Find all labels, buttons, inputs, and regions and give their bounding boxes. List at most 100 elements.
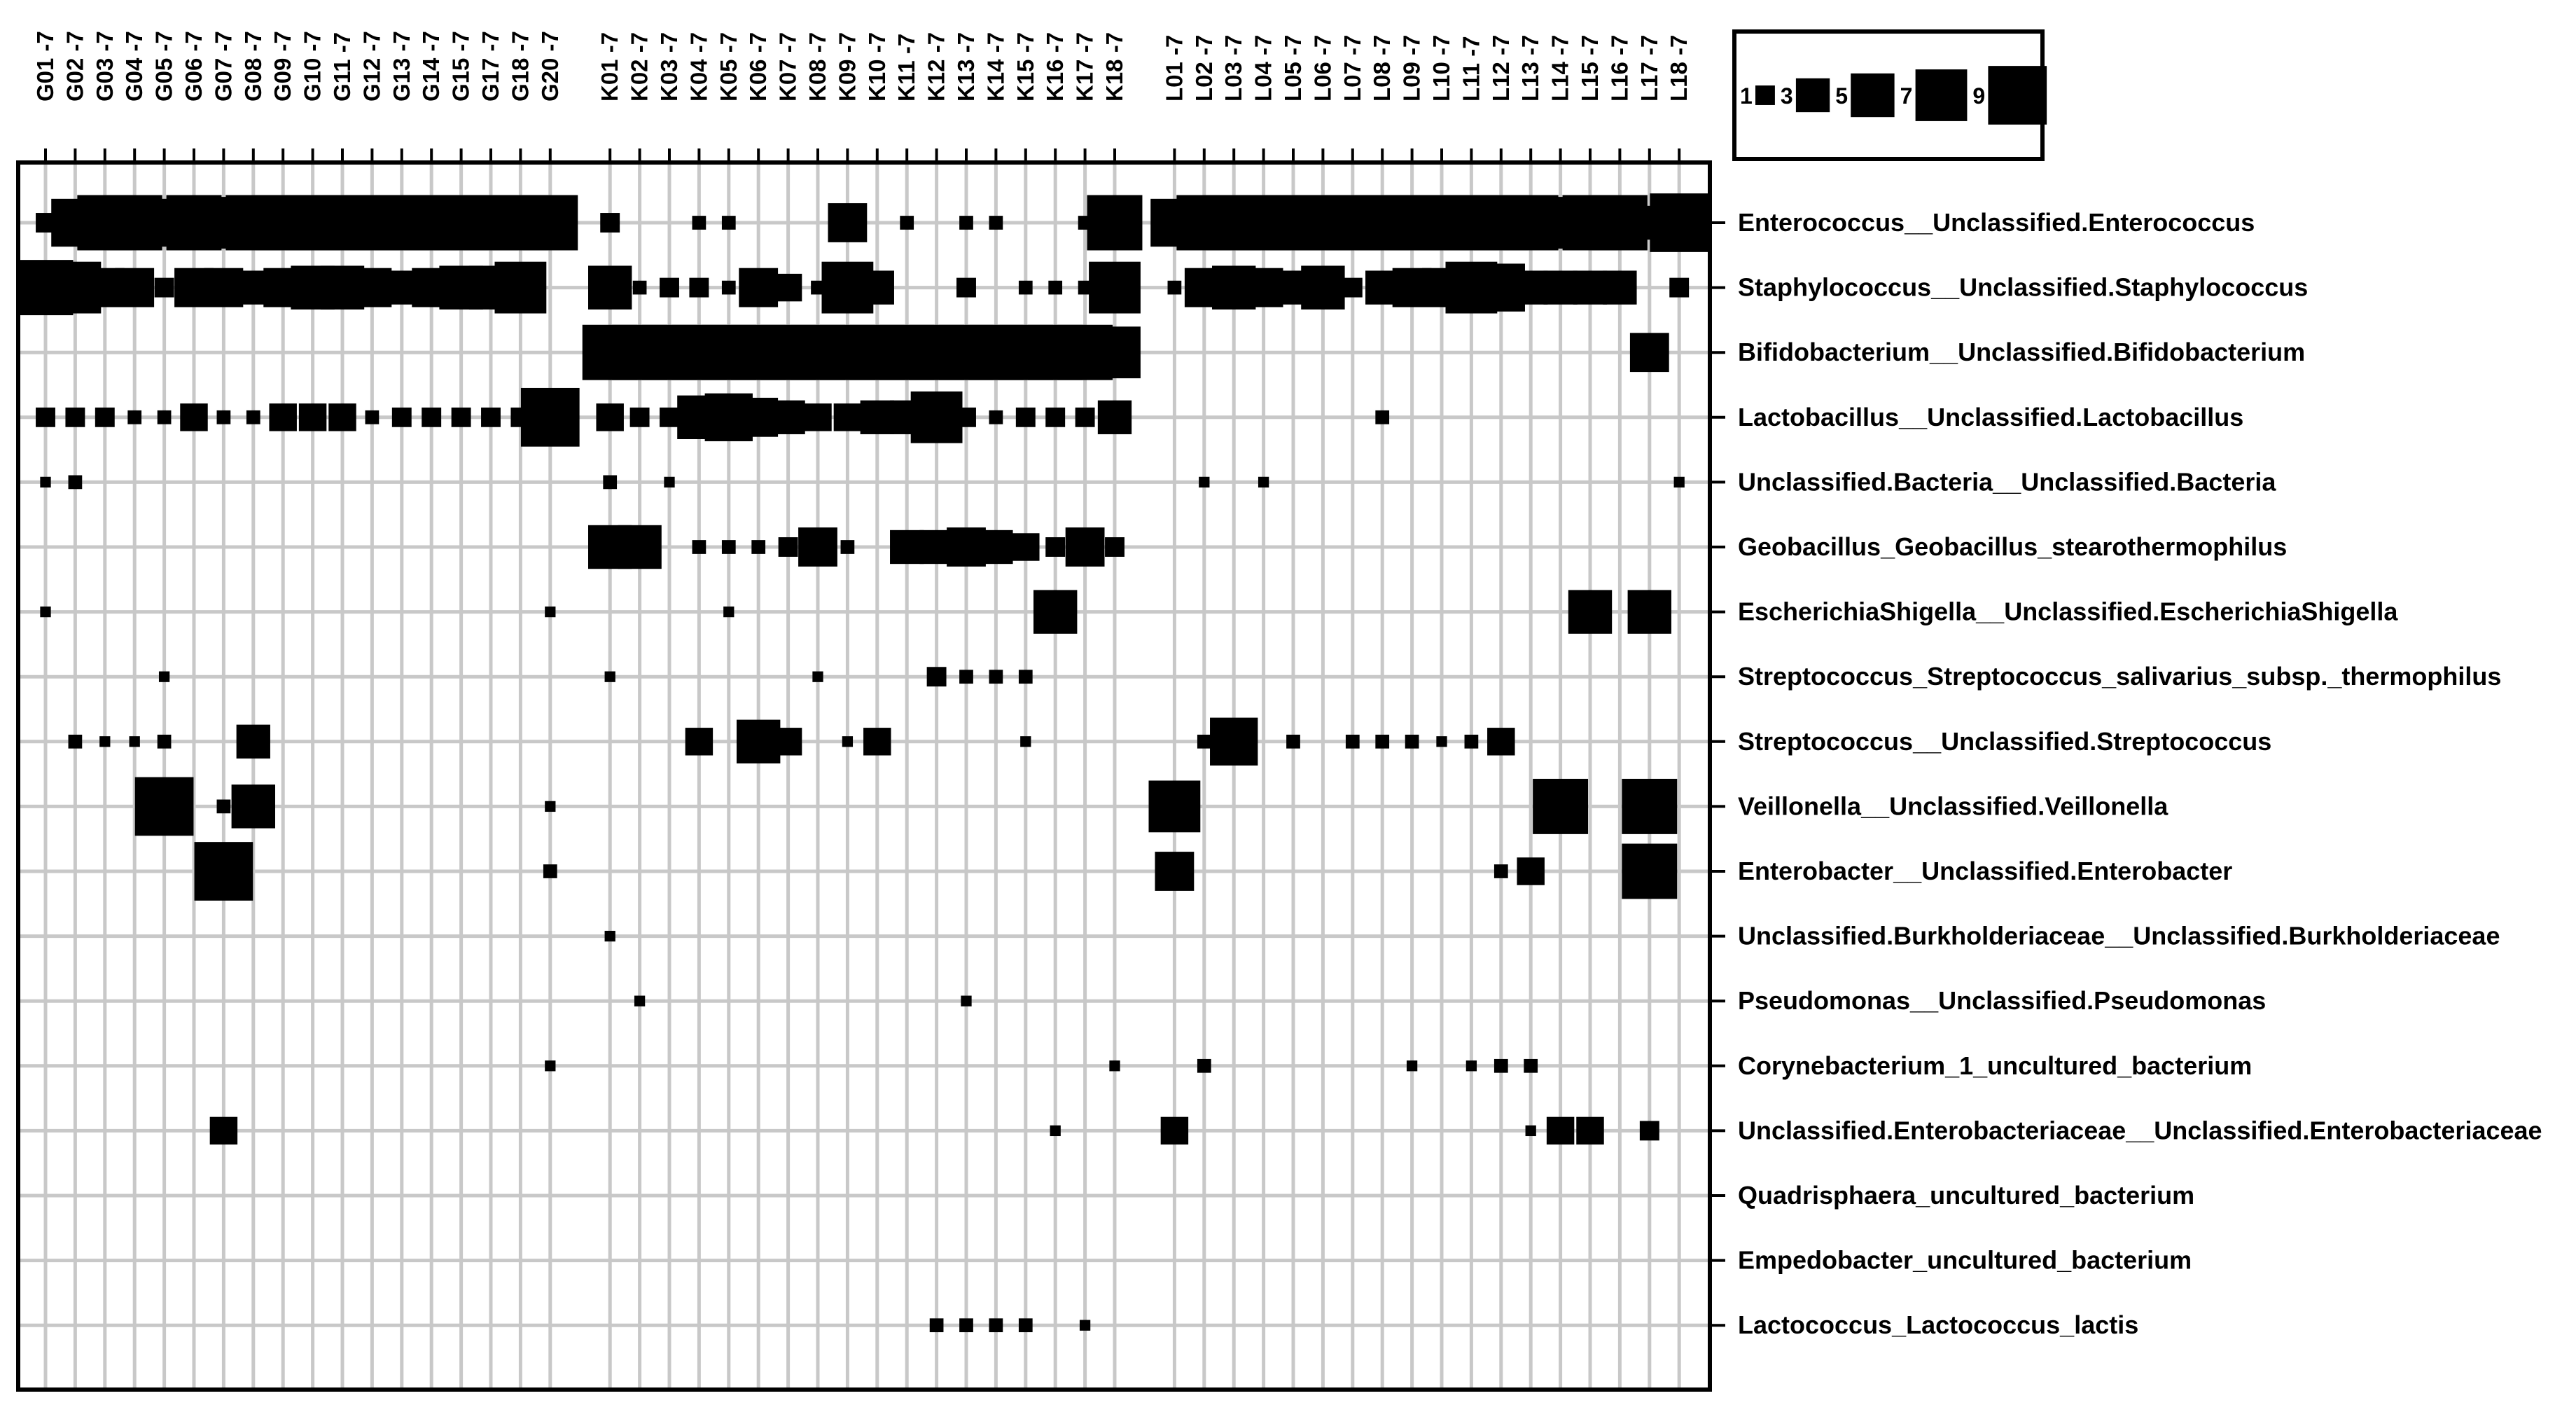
- column-label-l12-7: L12 -7: [1488, 35, 1514, 102]
- cell-mark-lactobacillus-unclassified-lactobacillus-k15-7: [1015, 407, 1036, 427]
- cell-mark-lactobacillus-unclassified-lactobacillus-g17-7: [481, 407, 501, 427]
- cell-mark-unclassified-bacteria-unclassified-bacteria-l02-7: [1199, 476, 1210, 488]
- cell-mark-unclassified-bacteria-unclassified-bacteria-k01-7: [603, 475, 618, 490]
- cell-mark-bifidobacterium-unclassified-bifidobacterium-k18-7: [1089, 326, 1141, 379]
- column-label-g11-7: G11 -7: [329, 32, 355, 102]
- cell-mark-enterococcus-unclassified-enterococcus-k04-7: [692, 216, 706, 230]
- cell-mark-lactobacillus-unclassified-lactobacillus-g08-7: [246, 410, 260, 424]
- column-label-l18-7: L18 -7: [1666, 35, 1692, 102]
- row-label-streptococcus-streptococcus-salivarius-subsp-thermophilus: Streptococcus_Streptococcus_salivarius_s…: [1738, 662, 2501, 691]
- cell-mark-corynebacterium-1-uncultured-bacterium-l11-7: [1465, 1060, 1477, 1072]
- cell-mark-streptococcus-unclassified-streptococcus-g04-7: [129, 736, 140, 747]
- cell-mark-lactobacillus-unclassified-lactobacillus-g14-7: [422, 407, 442, 427]
- column-label-g09-7: G09 -7: [270, 31, 295, 102]
- legend-square-7: [1915, 69, 1968, 121]
- column-label-l14-7: L14 -7: [1547, 35, 1573, 102]
- cell-mark-staphylococcus-unclassified-staphylococcus-k01-7: [588, 265, 632, 310]
- column-label-k11-7: K11 -7: [893, 34, 919, 102]
- legend-square-9: [1988, 66, 2047, 125]
- cell-mark-streptococcus-unclassified-streptococcus-g03-7: [99, 736, 111, 747]
- cell-mark-lactobacillus-unclassified-lactobacillus-g02-7: [65, 407, 85, 427]
- column-label-l15-7: L15 -7: [1577, 35, 1603, 102]
- cell-mark-corynebacterium-1-uncultured-bacterium-l02-7: [1197, 1058, 1211, 1073]
- column-label-g01-7: G01 -7: [32, 31, 58, 102]
- cell-mark-enterococcus-unclassified-enterococcus-k05-7: [721, 216, 736, 230]
- column-label-l17-7: L17 -7: [1636, 35, 1662, 102]
- cell-mark-lactococcus-lactococcus-lactis-k15-7: [1018, 1318, 1033, 1333]
- row-label-quadrisphaera-uncultured-bacterium: Quadrisphaera_uncultured_bacterium: [1738, 1181, 2194, 1210]
- column-label-g17-7: G17 -7: [478, 31, 503, 102]
- cell-mark-lactobacillus-unclassified-lactobacillus-g20-7: [520, 387, 580, 447]
- legend-label-3: 3: [1781, 83, 1793, 109]
- cell-mark-lactobacillus-unclassified-lactobacillus-k01-7: [596, 403, 624, 431]
- legend-label-5: 5: [1835, 83, 1848, 109]
- data-marks: [18, 193, 1709, 1333]
- cell-mark-unclassified-bacteria-unclassified-bacteria-l04-7: [1258, 476, 1269, 488]
- cell-mark-lactobacillus-unclassified-lactobacillus-g07-7: [216, 410, 231, 424]
- cell-mark-enterococcus-unclassified-enterococcus-k14-7: [989, 216, 1003, 230]
- cell-mark-staphylococcus-unclassified-staphylococcus-g04-7: [115, 268, 155, 307]
- row-label-enterococcus-unclassified-enterococcus: Enterococcus__Unclassified.Enterococcus: [1738, 208, 2255, 237]
- cell-mark-lactococcus-lactococcus-lactis-k14-7: [989, 1318, 1003, 1333]
- cell-mark-staphylococcus-unclassified-staphylococcus-l13-7: [1514, 270, 1548, 305]
- cell-mark-streptococcus-unclassified-streptococcus-l09-7: [1405, 734, 1419, 749]
- column-label-k03-7: K03 -7: [656, 32, 682, 102]
- cell-mark-staphylococcus-unclassified-staphylococcus-k06-7: [739, 268, 779, 307]
- cell-mark-escherichiashigella-unclassified-escherichiashigella-g01-7: [40, 606, 51, 618]
- row-label-lactobacillus-unclassified-lactobacillus: Lactobacillus__Unclassified.Lactobacillu…: [1738, 403, 2243, 431]
- cell-mark-veillonella-unclassified-veillonella-l14-7: [1533, 778, 1589, 834]
- cell-mark-geobacillus-geobacillus-stearothermophilus-k15-7: [1012, 533, 1040, 561]
- cell-mark-lactobacillus-unclassified-lactobacillus-k18-7: [1097, 400, 1132, 434]
- cell-mark-unclassified-bacteria-unclassified-bacteria-g02-7: [68, 475, 83, 490]
- cell-mark-enterobacter-unclassified-enterobacter-l17-7: [1622, 843, 1678, 899]
- row-label-corynebacterium-1-uncultured-bacterium: Corynebacterium_1_uncultured_bacterium: [1738, 1051, 2252, 1080]
- row-labels: Enterococcus__Unclassified.Enterococcus S…: [1710, 208, 2542, 1339]
- column-label-k12-7: K12 -7: [924, 32, 949, 102]
- cell-mark-streptococcus-streptococcus-salivarius-subsp-thermophilus-k15-7: [1018, 670, 1033, 684]
- column-label-g04-7: G04 -7: [121, 31, 147, 102]
- cell-mark-corynebacterium-1-uncultured-bacterium-l09-7: [1406, 1060, 1418, 1072]
- cell-mark-corynebacterium-1-uncultured-bacterium-k18-7: [1109, 1060, 1120, 1072]
- row-label-pseudomonas-unclassified-pseudomonas: Pseudomonas__Unclassified.Pseudomonas: [1738, 986, 2266, 1015]
- cell-mark-streptococcus-unclassified-streptococcus-l05-7: [1286, 734, 1300, 749]
- cell-mark-lactobacillus-unclassified-lactobacillus-k10-7: [860, 400, 894, 434]
- column-label-l01-7: L01 -7: [1161, 35, 1187, 102]
- legend-square-3: [1795, 78, 1830, 113]
- cell-mark-geobacillus-geobacillus-stearothermophilus-k02-7: [618, 525, 662, 569]
- row-label-empedobacter-uncultured-bacterium: Empedobacter_uncultured_bacterium: [1738, 1246, 2192, 1275]
- cell-mark-streptococcus-unclassified-streptococcus-l07-7: [1345, 734, 1360, 749]
- cell-mark-unclassified-enterobacteriaceae-unclassified-enterobacteriaceae-l17-7: [1639, 1121, 1659, 1141]
- cell-mark-lactobacillus-unclassified-lactobacillus-g05-7: [157, 410, 172, 424]
- column-label-g15-7: G15 -7: [448, 31, 474, 102]
- row-label-veillonella-unclassified-veillonella: Veillonella__Unclassified.Veillonella: [1738, 791, 2168, 820]
- cell-mark-enterococcus-unclassified-enterococcus-k09-7: [828, 203, 868, 242]
- row-label-streptococcus-unclassified-streptococcus: Streptococcus__Unclassified.Streptococcu…: [1738, 727, 2271, 756]
- cell-mark-unclassified-enterobacteriaceae-unclassified-enterobacteriaceae-k16-7: [1050, 1125, 1061, 1137]
- cell-mark-streptococcus-unclassified-streptococcus-g05-7: [157, 734, 172, 749]
- cell-mark-staphylococcus-unclassified-staphylococcus-k15-7: [1018, 280, 1033, 295]
- cell-mark-unclassified-enterobacteriaceae-unclassified-enterobacteriaceae-l01-7: [1160, 1116, 1189, 1145]
- cell-mark-lactobacillus-unclassified-lactobacillus-g09-7: [269, 403, 297, 431]
- cell-mark-lactococcus-lactococcus-lactis-k13-7: [959, 1318, 973, 1333]
- row-label-unclassified-burkholderiaceae-unclassified-burkholderiaceae: Unclassified.Burkholderiaceae__Unclassif…: [1738, 922, 2500, 950]
- column-label-k17-7: K17 -7: [1072, 32, 1098, 102]
- cell-mark-geobacillus-geobacillus-stearothermophilus-k07-7: [778, 537, 798, 557]
- cell-mark-lactobacillus-unclassified-lactobacillus-l08-7: [1375, 410, 1390, 424]
- cell-mark-streptococcus-unclassified-streptococcus-k06-7: [737, 719, 781, 763]
- cell-mark-streptococcus-streptococcus-salivarius-subsp-thermophilus-g05-7: [158, 671, 170, 682]
- cell-mark-lactobacillus-unclassified-lactobacillus-k03-7: [660, 407, 679, 427]
- cell-mark-escherichiashigella-unclassified-escherichiashigella-g20-7: [545, 606, 556, 618]
- cell-mark-escherichiashigella-unclassified-escherichiashigella-k16-7: [1033, 590, 1078, 634]
- cell-mark-lactobacillus-unclassified-lactobacillus-g03-7: [95, 407, 115, 427]
- column-label-g13-7: G13 -7: [389, 31, 415, 102]
- cell-mark-enterobacter-unclassified-enterobacter-g20-7: [543, 864, 557, 878]
- cell-mark-corynebacterium-1-uncultured-bacterium-g20-7: [545, 1060, 556, 1072]
- cell-mark-lactobacillus-unclassified-lactobacillus-g11-7: [328, 403, 356, 431]
- cell-mark-streptococcus-unclassified-streptococcus-l10-7: [1436, 736, 1447, 747]
- cell-mark-streptococcus-unclassified-streptococcus-k07-7: [774, 728, 802, 756]
- column-label-l10-7: L10 -7: [1428, 35, 1454, 102]
- cell-mark-unclassified-enterobacteriaceae-unclassified-enterobacteriaceae-l14-7: [1546, 1116, 1575, 1145]
- cell-mark-lactobacillus-unclassified-lactobacillus-k07-7: [771, 400, 805, 434]
- column-label-g07-7: G07 -7: [210, 31, 236, 102]
